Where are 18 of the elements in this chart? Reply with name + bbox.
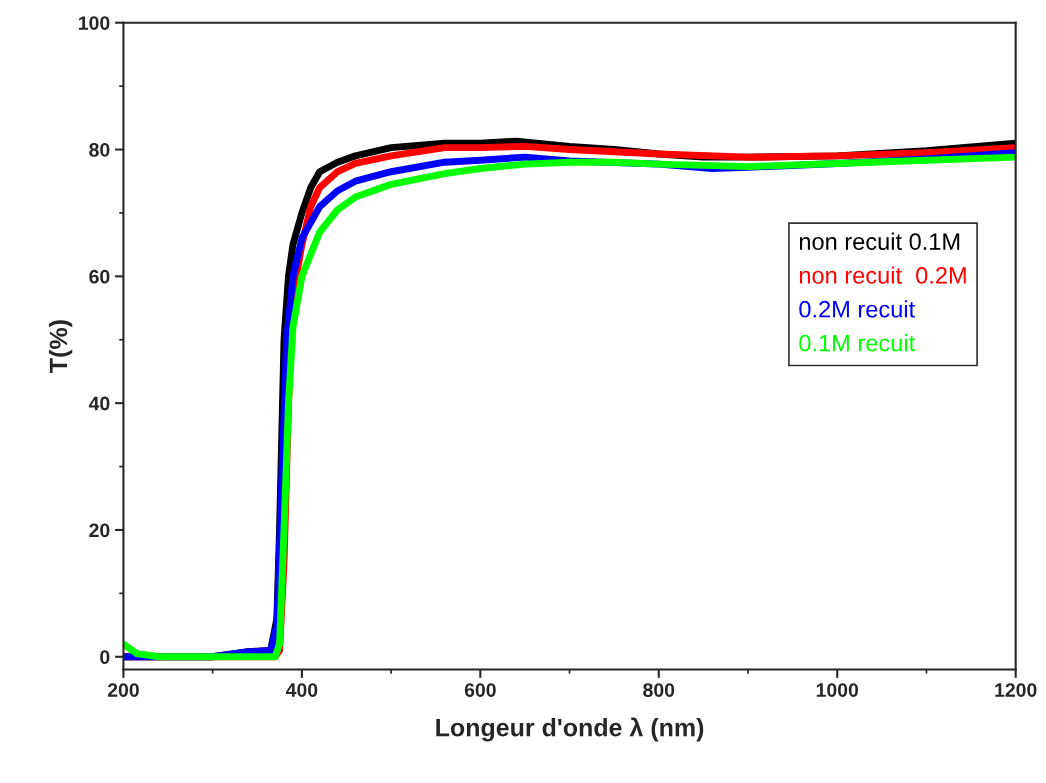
x-tick-label: 1000	[816, 683, 859, 697]
y-axis-title: T(%)	[48, 320, 73, 373]
text: non recuit 0.1M	[799, 232, 960, 250]
x-tick-label: 200	[107, 683, 139, 697]
x-tick-label: 600	[464, 683, 496, 697]
y-tick-label: 0	[100, 650, 110, 665]
y-tick-label: 100	[79, 16, 110, 30]
text: 0.1M recuit	[799, 334, 915, 352]
y-tick-label: 20	[89, 523, 110, 538]
x-tick-label: 800	[643, 683, 675, 697]
y-tick-label: 80	[89, 142, 110, 157]
y-tick-label: 40	[88, 396, 110, 411]
text: non recuit 0.2M	[799, 266, 966, 284]
x-axis-title: Longeur d'onde λ (nm)	[436, 717, 704, 742]
x-tick-label: 400	[285, 683, 318, 697]
y-tick-label: 60	[89, 269, 110, 284]
x-tick-label: 1200	[995, 683, 1037, 697]
text: 0.2M recuit	[799, 300, 915, 318]
